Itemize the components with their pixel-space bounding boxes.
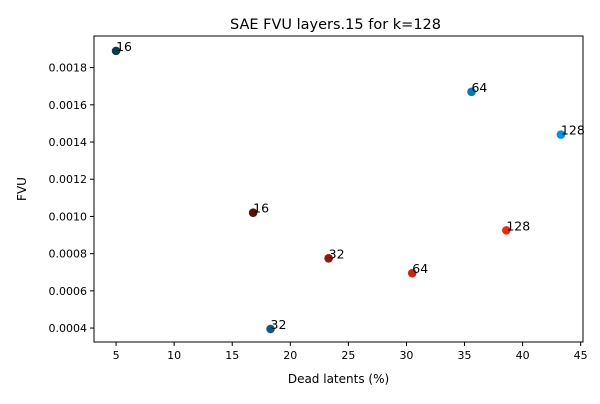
point-label: 128	[506, 218, 530, 233]
y-tick-label: 0.0014	[49, 136, 88, 149]
x-tick-label: 25	[341, 349, 355, 362]
point-label: 32	[329, 246, 345, 261]
chart-title: SAE FVU layers.15 for k=128	[230, 17, 441, 33]
x-axis-ticks: 5 10 15 20 25 30 35 40 45	[113, 342, 588, 362]
scatter-point	[248, 208, 258, 218]
x-tick-label: 20	[283, 349, 297, 362]
y-tick-label: 0.0008	[49, 248, 88, 261]
plot-area-frame	[93, 35, 584, 343]
scatter-point	[502, 226, 511, 235]
scatter-point	[407, 268, 417, 278]
point-labels: 16 32 64 128 16 32 64 128	[116, 39, 585, 332]
x-tick-label: 10	[167, 349, 181, 362]
y-tick-label: 0.0010	[49, 210, 88, 223]
x-tick-label: 5	[113, 349, 120, 362]
scatter-points	[111, 46, 566, 334]
scatter-point	[266, 324, 275, 334]
point-label: 64	[471, 80, 487, 95]
x-tick-label: 35	[458, 349, 472, 362]
point-label: 16	[116, 39, 132, 54]
y-tick-label: 0.0016	[49, 99, 88, 112]
point-label: 16	[253, 201, 269, 216]
y-axis-label: FVU	[15, 177, 29, 201]
point-label: 64	[412, 261, 428, 276]
scatter-point	[324, 253, 333, 263]
point-label: 32	[271, 317, 287, 332]
x-tick-label: 45	[574, 349, 588, 362]
scatter-point	[556, 130, 566, 139]
y-tick-label: 0.0018	[49, 62, 88, 75]
x-tick-label: 40	[516, 349, 530, 362]
y-tick-label: 0.0004	[49, 322, 88, 335]
x-axis-label: Dead latents (%)	[288, 372, 389, 386]
y-tick-label: 0.0012	[49, 173, 88, 186]
scatter-point	[111, 46, 121, 56]
x-tick-label: 15	[225, 349, 239, 362]
y-axis-ticks: 0.0004 0.0006 0.0008 0.0010 0.0012 0.0014 0.00…	[49, 62, 94, 335]
y-tick-label: 0.0006	[49, 285, 88, 298]
scatter-point	[467, 87, 476, 97]
point-label: 128	[561, 123, 585, 138]
x-tick-label: 30	[399, 349, 413, 362]
